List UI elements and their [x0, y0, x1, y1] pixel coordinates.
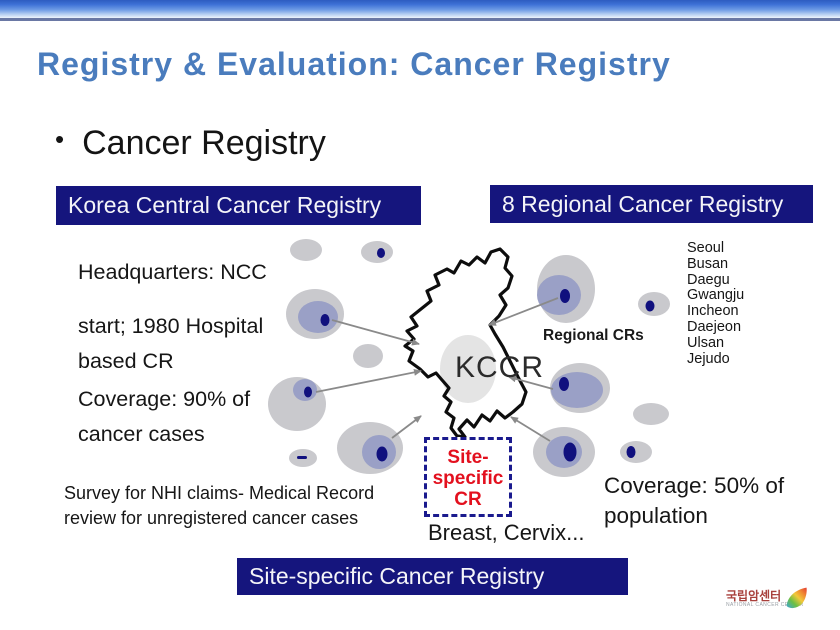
city-cluster-blob [638, 292, 670, 316]
city-cluster-blob [550, 363, 610, 413]
start-year-text-line1: start; 1980 Hospital [78, 314, 264, 338]
connector-arrow [508, 375, 554, 390]
city-cluster-blob [337, 422, 403, 474]
connector-arrow [391, 415, 422, 439]
city-list-item: Seoul [687, 240, 725, 256]
ncc-logo-korean-text: 국립암센터 [726, 589, 782, 603]
connector-arrow [488, 297, 559, 326]
city-list-item: Incheon [687, 303, 739, 320]
site-specific-cr-line2: specific [432, 468, 504, 489]
connector-arrow [510, 416, 551, 442]
ncc-logo: 국립암센터 NATIONAL CANCER CENTER [726, 585, 816, 617]
kccr-highlight-ellipse [440, 335, 496, 403]
regional-title-box: 8 Regional Cancer Registry [490, 185, 813, 223]
coverage-90-text-line2: cancer cases [78, 422, 205, 446]
kccr-map-label: KCCR [455, 351, 545, 384]
korea-map-outline [403, 247, 528, 439]
city-list-item: Daejeon [687, 318, 742, 335]
site-specific-cr-line3: CR [454, 489, 482, 510]
city-cluster-blob [353, 344, 383, 368]
city-list-item: Jejudo [687, 350, 730, 367]
city-list-item: Gwangju [687, 287, 745, 304]
coverage-50-text-line2: population [604, 503, 708, 528]
connector-arrow [331, 319, 420, 346]
site-specific-title-label: Site-specific Cancer Registry [249, 563, 545, 589]
ncc-rainbow-leaf-icon [786, 587, 807, 609]
city-cluster-blob [633, 403, 669, 425]
city-cluster-blobs-right [533, 255, 670, 477]
site-specific-cr-callout: Site- specific CR [424, 437, 512, 517]
regional-title-label: 8 Regional Cancer Registry [502, 190, 784, 217]
header-gradient-bar [0, 0, 840, 18]
site-specific-title-box: Site-specific Cancer Registry [237, 558, 628, 595]
city-list-item: Busan [687, 255, 729, 272]
bullet-heading-label: Cancer Registry [82, 124, 326, 162]
city-cluster-blob [289, 449, 317, 467]
kccr-title-label: Korea Central Cancer Registry [68, 192, 382, 218]
site-specific-cr-line1: Site- [447, 447, 489, 468]
survey-note-line1: Survey for NHI claims- Medical Record [64, 483, 375, 503]
bullet-heading: • Cancer Registry [55, 124, 326, 163]
regional-crs-label: Regional CRs [543, 327, 644, 344]
city-cluster-blob [268, 377, 326, 431]
connector-arrow [315, 368, 422, 393]
city-cluster-blobs-left [268, 239, 403, 474]
city-cluster-blob [290, 239, 322, 261]
connector-arrows [315, 297, 559, 442]
coverage-90-text-line1: Coverage: 90% of [78, 387, 251, 411]
slide-title: Registry & Evaluation: Cancer Registry [37, 46, 671, 82]
regional-city-list: Seoul Busan Daegu Gwangju Incheon Daejeo… [687, 240, 745, 367]
city-cluster-blob [537, 255, 595, 323]
city-cluster-blob [361, 241, 393, 263]
ncc-logo-english-text: NATIONAL CANCER CENTER [726, 602, 804, 608]
city-cluster-blob [286, 289, 344, 339]
kccr-title-box: Korea Central Cancer Registry [56, 186, 421, 225]
survey-note-line2: review for unregistered cancer cases [64, 508, 359, 528]
city-list-item: Ulsan [687, 334, 725, 351]
header-divider-line [0, 18, 840, 21]
breast-cervix-text: Breast, Cervix... [428, 520, 585, 545]
start-year-text-line2: based CR [78, 349, 174, 373]
headquarters-text: Headquarters: NCC [78, 260, 267, 284]
city-cluster-blob [533, 427, 595, 477]
bullet-marker: • [55, 124, 65, 154]
city-list-item: Daegu [687, 271, 730, 288]
coverage-50-text-line1: Coverage: 50% of [604, 473, 785, 498]
city-cluster-blob [620, 441, 652, 463]
